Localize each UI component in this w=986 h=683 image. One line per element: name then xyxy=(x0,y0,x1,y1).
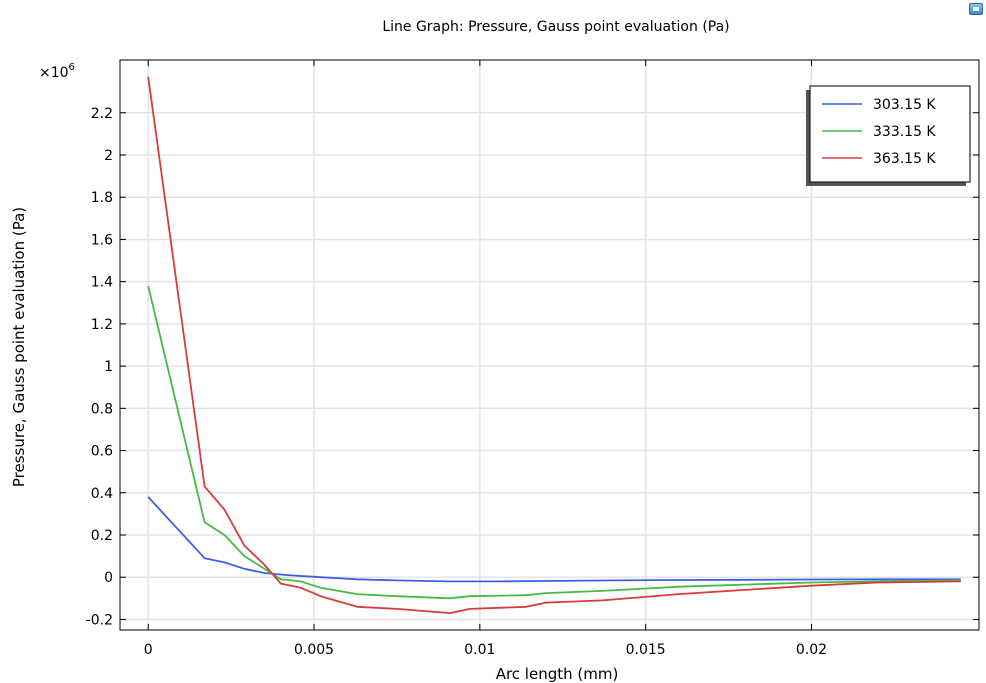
y-multiplier-base: ×10 xyxy=(39,65,69,81)
y-axis-label: Pressure, Gauss point evaluation (Pa) xyxy=(10,207,28,487)
x-axis-label: Arc length (mm) xyxy=(496,665,619,683)
window-icon[interactable] xyxy=(969,3,983,15)
y-multiplier-exponent: 6 xyxy=(69,62,75,73)
series-line xyxy=(147,496,961,583)
plot-frame xyxy=(119,59,980,631)
legend-box xyxy=(809,85,971,183)
y-tick-label: 2.2 xyxy=(91,106,113,122)
y-multiplier: ×106 xyxy=(39,62,75,81)
x-tick-label: 0 xyxy=(144,642,153,658)
legend-label: 363.15 K xyxy=(873,151,936,167)
legend-label: 303.15 K xyxy=(873,97,936,113)
y-tick-label: 0.8 xyxy=(91,401,113,417)
series-layer xyxy=(147,76,961,614)
y-tick-label: 0.4 xyxy=(91,486,113,502)
legend: 303.15 K 333.15 K 363.15 K xyxy=(806,85,971,186)
y-tick-label: 1.4 xyxy=(91,275,113,291)
x-tick-label: 0.005 xyxy=(294,642,334,658)
legend-entries: 303.15 K 333.15 K 363.15 K xyxy=(822,97,936,167)
grid-layer xyxy=(120,60,979,630)
y-tick-label: 1.2 xyxy=(91,317,113,333)
y-tick-label: 0.6 xyxy=(91,444,113,460)
y-tick-label: 0 xyxy=(104,570,113,586)
x-tick-label: 0.01 xyxy=(464,642,495,658)
y-tick-label: 2 xyxy=(104,148,113,164)
x-tick-label: 0.02 xyxy=(796,642,827,658)
x-tick-label: 0.015 xyxy=(626,642,666,658)
y-tick-label: 1.6 xyxy=(91,232,113,248)
y-tick-label: 0.2 xyxy=(91,528,113,544)
y-tick-label: 1.8 xyxy=(91,190,113,206)
y-tick-label: -0.2 xyxy=(86,612,113,628)
ticks-layer: 0 0.005 0.01 0.015 0.02 -0.2 0 0.2 0.4 0.6 0.8 1 1.2… xyxy=(86,60,979,658)
y-tick-label: 1 xyxy=(104,359,113,375)
chart-title: Line Graph: Pressure, Gauss point evalua… xyxy=(382,19,729,35)
series-line xyxy=(147,76,961,614)
series-line xyxy=(147,285,961,600)
legend-label: 333.15 K xyxy=(873,124,936,140)
